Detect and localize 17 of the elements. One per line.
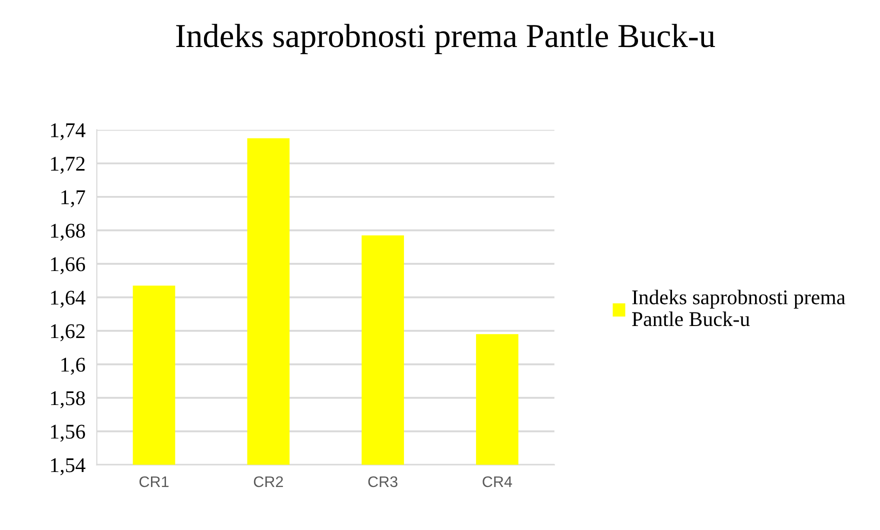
y-tick-label: 1,68 (51, 224, 85, 241)
chart-title: Indeks saprobnosti prema Pantle Buck-u (176, 24, 716, 54)
y-tick-label: 1,6 (61, 358, 86, 375)
y-tick-label: 1,56 (51, 424, 86, 442)
y-tick-label: 1,62 (51, 324, 85, 342)
y-tick-label: 1,74 (51, 123, 86, 140)
y-tick-label: 1,54 (51, 458, 86, 476)
x-tick-label: CR1 (139, 476, 169, 488)
y-tick-label: 1,7 (61, 190, 86, 208)
y-tick-label: 1,72 (51, 156, 85, 174)
x-tick-label: CR4 (482, 476, 512, 488)
x-tick-label: CR3 (368, 476, 398, 488)
x-tick-label: CR2 (254, 476, 283, 488)
y-tick-label: 1,64 (51, 290, 86, 308)
y-tick-label: 1,66 (51, 257, 86, 274)
legend-label: Indeks saprobnosti prema Pantle Buck-u (632, 290, 846, 326)
y-tick-label: 1,58 (51, 391, 85, 408)
